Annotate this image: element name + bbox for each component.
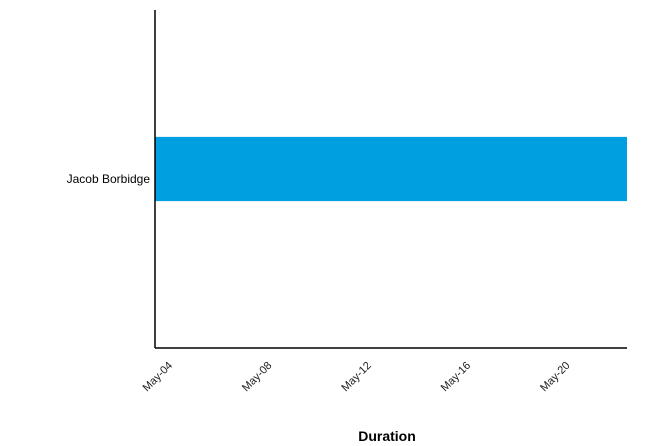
- x-tick-labels: May-04 May-08 May-12 May-16 May-20: [141, 360, 573, 394]
- bar[interactable]: [155, 136, 627, 202]
- x-tick-label: May-04: [141, 360, 175, 394]
- category-label: Jacob Borbidge: [67, 172, 151, 186]
- x-axis-title: Duration: [358, 428, 416, 444]
- x-tick-label: May-16: [439, 360, 473, 394]
- category-labels: Jacob Borbidge: [67, 172, 151, 186]
- x-tick-label: May-20: [538, 360, 572, 394]
- bars-group: [155, 136, 627, 202]
- x-tick-label: May-08: [240, 360, 274, 394]
- x-tick-label: May-12: [339, 360, 373, 394]
